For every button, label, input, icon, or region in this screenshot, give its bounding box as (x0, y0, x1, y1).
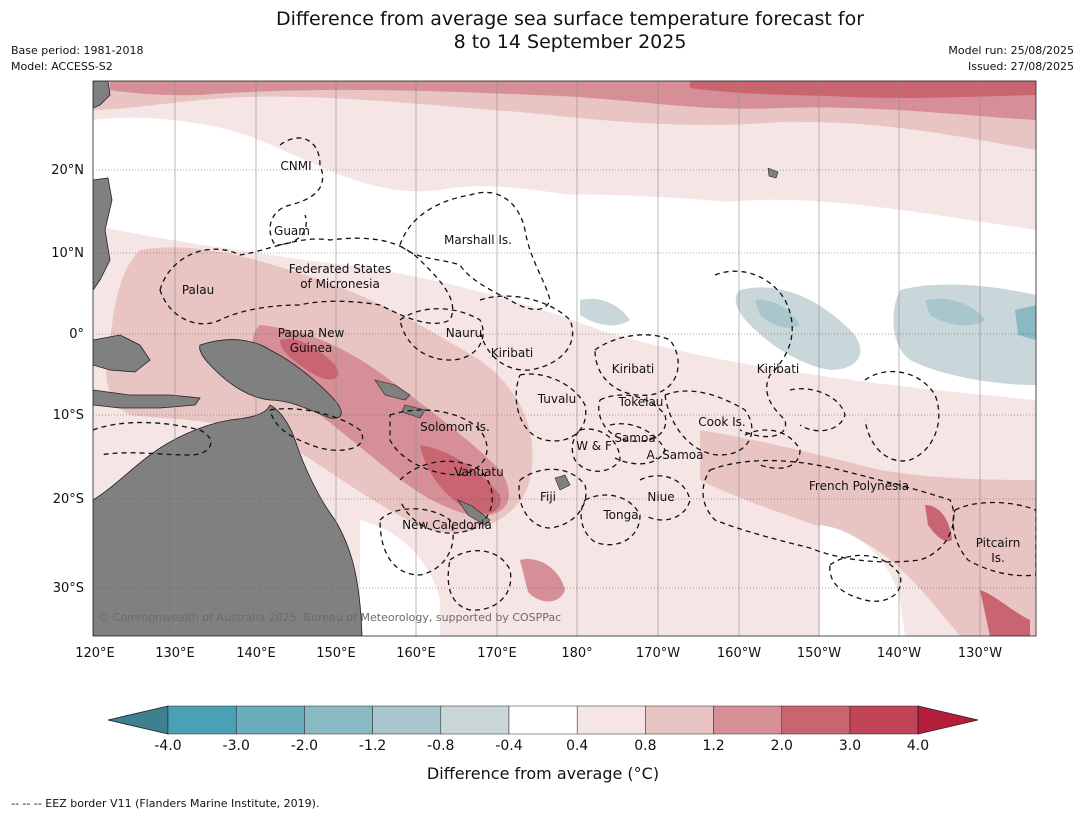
colorbar-tick-7: 0.8 (634, 738, 656, 754)
colorbar-swatch-2 (304, 705, 373, 735)
meta-left: Base period: 1981-2018 Model: ACCESS-S2 (11, 43, 143, 75)
region-label-kiribati-central: Kiribati (612, 362, 654, 376)
colorbar-swatch-8 (713, 705, 783, 735)
lon-gridlines (174, 81, 981, 636)
region-label-kiribati-east: Kiribati (757, 362, 799, 376)
region-label-niue: Niue (647, 490, 674, 504)
colorbar-tick-8: 1.2 (702, 738, 724, 754)
region-label-marshall-is: Marshall Is. (444, 233, 512, 247)
region-label-cook-is: Cook Is. (698, 415, 745, 429)
region-label-solomon-is: Solomon Is. (420, 420, 490, 434)
region-label-samoa: Samoa (614, 431, 655, 445)
lat-label-30s: 30°S (53, 581, 84, 596)
lon-label-150w: 150°W (797, 646, 841, 661)
colorbar-swatch-1 (235, 705, 305, 735)
region-label-pitcairn-line2: Is. (991, 551, 1005, 565)
region-label-tuvalu: Tuvalu (537, 392, 577, 406)
lon-axis-labels: 120°E 130°E 140°E 150°E 160°E 170°E 180°… (75, 646, 1002, 661)
lat-label-10n: 10°N (51, 246, 84, 261)
lon-label-130w: 130°W (958, 646, 1002, 661)
colorbar-tick-3: -1.2 (359, 738, 386, 754)
colorbar-tick-0: -4.0 (154, 738, 181, 754)
region-label-vanuatu: Vanuatu (454, 465, 504, 479)
map-title: Difference from average sea surface temp… (0, 8, 1085, 54)
colorbar-swatch-7 (645, 705, 714, 735)
lon-label-170e: 170°E (477, 646, 517, 661)
lon-label-160e: 160°E (396, 646, 436, 661)
model-name: Model: ACCESS-S2 (11, 60, 113, 73)
colorbar-tick-11: 4.0 (907, 738, 929, 754)
colorbar-extend-high (917, 705, 979, 735)
region-label-american-samoa: A. Samoa (647, 448, 704, 462)
lon-label-160w: 160°W (717, 646, 761, 661)
colorbar-swatch-4 (440, 705, 510, 735)
region-label-pitcairn-line1: Pitcairn (976, 536, 1021, 550)
lon-label-170w: 170°W (636, 646, 680, 661)
lon-label-120e: 120°E (75, 646, 115, 661)
region-label-french-polynesia: French Polynesia (809, 479, 909, 493)
region-label-guam: Guam (274, 224, 310, 238)
colorbar-tick-1: -3.0 (223, 738, 250, 754)
region-label-fsm-line1: Federated States (289, 262, 391, 276)
sst-anomaly-field (93, 81, 1036, 636)
lat-label-0: 0° (69, 327, 84, 342)
issued-date: Issued: 27/08/2025 (967, 60, 1074, 73)
region-label-tonga: Tonga (602, 508, 638, 522)
colorbar-swatch-10 (849, 705, 919, 735)
lat-label-10s: 10°S (53, 408, 84, 423)
copyright-notice: © Commonwealth of Australia 2025, Bureau… (98, 611, 561, 624)
colorbar-swatch-6 (576, 705, 646, 735)
lat-axis-labels: 20°N 10°N 0° 10°S 20°S 30°S (51, 163, 84, 596)
colorbar-tick-10: 3.0 (839, 738, 861, 754)
region-label-fiji: Fiji (540, 490, 556, 504)
colorbar: -4.0 -3.0 -2.0 -1.2 -0.8 -0.4 0.4 0.8 1.… (107, 705, 979, 754)
colorbar-swatch-5 (508, 705, 578, 735)
region-label-kiribati-west: Kiribati (491, 346, 533, 360)
lon-label-140w: 140°W (877, 646, 921, 661)
region-label-png-line2: Guinea (290, 341, 333, 355)
title-line-2: 8 to 14 September 2025 (453, 31, 687, 53)
colorbar-title: Difference from average (°C) (426, 764, 660, 783)
colorbar-swatch-3 (372, 705, 442, 735)
colorbar-tick-4: -0.8 (427, 738, 454, 754)
colorbar-tick-6: 0.4 (566, 738, 588, 754)
model-run: Model run: 25/08/2025 (948, 44, 1074, 57)
meta-right: Model run: 25/08/2025 Issued: 27/08/2025 (948, 43, 1074, 75)
lon-label-150e: 150°E (316, 646, 356, 661)
colorbar-swatch-9 (781, 705, 851, 735)
colorbar-tick-5: -0.4 (495, 738, 522, 754)
region-labels: CNMI Guam Marshall Is. Federated States … (182, 159, 1020, 565)
region-label-palau: Palau (182, 283, 214, 297)
region-label-wallis-futuna: W & F (576, 439, 612, 453)
region-label-nauru: Nauru (446, 326, 482, 340)
region-label-cnmi: CNMI (280, 159, 311, 173)
region-label-png-line1: Papua New (278, 326, 345, 340)
base-period: Base period: 1981-2018 (11, 44, 144, 57)
colorbar-tick-9: 2.0 (771, 738, 793, 754)
colorbar-extend-low (107, 705, 169, 735)
eez-borders (93, 137, 1036, 611)
lat-label-20n: 20°N (51, 163, 84, 178)
region-label-tokelau: Tokelau (618, 395, 664, 409)
title-line-1: Difference from average sea surface temp… (275, 8, 865, 30)
map-frame (92, 80, 1037, 637)
eez-footnote: -- -- -- EEZ border V11 (Flanders Marine… (11, 797, 320, 810)
lon-label-180: 180° (561, 646, 592, 661)
region-label-new-caledonia: New Caledonia (402, 518, 492, 532)
colorbar-swatch-0 (167, 705, 237, 735)
region-label-fsm-line2: of Micronesia (300, 277, 380, 291)
lon-label-130e: 130°E (155, 646, 195, 661)
colorbar-tick-2: -2.0 (291, 738, 318, 754)
lon-label-140e: 140°E (236, 646, 276, 661)
lat-label-20s: 20°S (53, 492, 84, 507)
lat-gridlines (93, 169, 1036, 589)
